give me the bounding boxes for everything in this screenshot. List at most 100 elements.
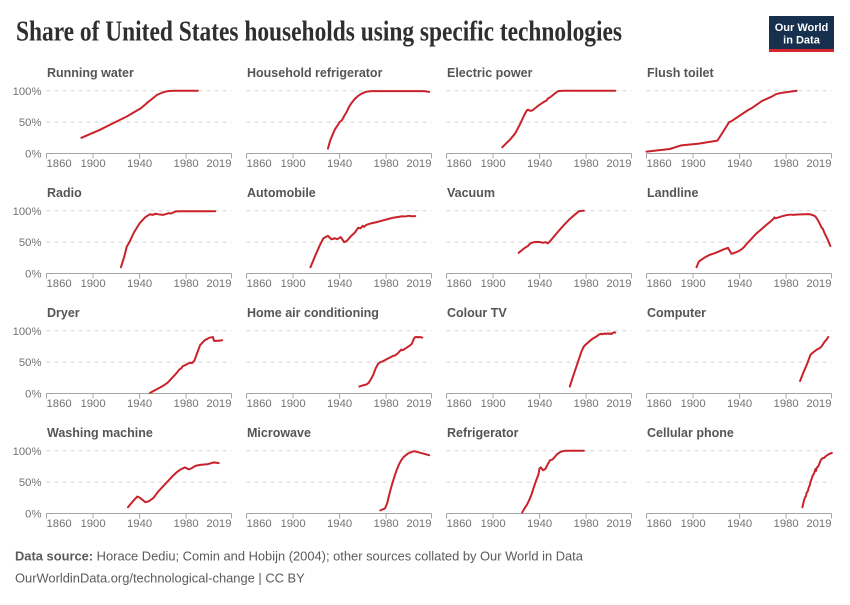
- svg-text:1900: 1900: [80, 518, 105, 530]
- svg-text:100%: 100%: [13, 86, 42, 98]
- svg-text:1900: 1900: [280, 398, 305, 410]
- svg-text:OurWorldinData.org/technologic: OurWorldinData.org/technological-change …: [15, 571, 305, 586]
- svg-text:1900: 1900: [480, 398, 505, 410]
- svg-text:1940: 1940: [127, 398, 152, 410]
- svg-text:1940: 1940: [727, 278, 752, 290]
- svg-text:1900: 1900: [80, 398, 105, 410]
- svg-text:0%: 0%: [25, 389, 41, 401]
- svg-text:1980: 1980: [174, 518, 199, 530]
- svg-text:1980: 1980: [374, 518, 399, 530]
- svg-text:1860: 1860: [47, 158, 72, 170]
- svg-text:1980: 1980: [374, 278, 399, 290]
- svg-text:Colour TV: Colour TV: [447, 306, 507, 320]
- svg-text:1860: 1860: [447, 398, 472, 410]
- svg-text:Radio: Radio: [47, 186, 82, 200]
- svg-text:in Data: in Data: [783, 35, 821, 47]
- svg-text:1980: 1980: [374, 158, 399, 170]
- svg-text:2019: 2019: [406, 398, 431, 410]
- svg-text:0%: 0%: [25, 149, 41, 161]
- svg-text:2019: 2019: [206, 278, 231, 290]
- svg-text:Microwave: Microwave: [247, 426, 311, 440]
- svg-text:2019: 2019: [806, 398, 831, 410]
- svg-text:Electric power: Electric power: [447, 66, 533, 80]
- svg-text:1980: 1980: [774, 158, 799, 170]
- svg-text:Dryer: Dryer: [47, 306, 80, 320]
- svg-text:1860: 1860: [647, 158, 672, 170]
- svg-text:0%: 0%: [25, 269, 41, 281]
- svg-text:1900: 1900: [280, 158, 305, 170]
- svg-text:50%: 50%: [19, 477, 42, 489]
- svg-text:1940: 1940: [327, 518, 352, 530]
- svg-text:1980: 1980: [174, 278, 199, 290]
- svg-text:1940: 1940: [727, 518, 752, 530]
- svg-text:Our World: Our World: [775, 22, 829, 34]
- svg-text:1900: 1900: [280, 278, 305, 290]
- svg-text:1940: 1940: [527, 278, 552, 290]
- svg-text:100%: 100%: [13, 206, 42, 218]
- svg-text:2019: 2019: [406, 158, 431, 170]
- svg-text:1980: 1980: [774, 518, 799, 530]
- svg-text:1860: 1860: [447, 278, 472, 290]
- svg-text:Computer: Computer: [647, 306, 706, 320]
- svg-text:1860: 1860: [447, 518, 472, 530]
- svg-text:1980: 1980: [174, 398, 199, 410]
- svg-text:50%: 50%: [19, 357, 42, 369]
- svg-text:1980: 1980: [374, 398, 399, 410]
- svg-text:100%: 100%: [13, 326, 42, 338]
- svg-text:1900: 1900: [480, 518, 505, 530]
- svg-text:1860: 1860: [647, 398, 672, 410]
- svg-text:Landline: Landline: [647, 186, 698, 200]
- svg-text:1940: 1940: [527, 398, 552, 410]
- svg-text:1900: 1900: [480, 278, 505, 290]
- svg-text:1860: 1860: [647, 518, 672, 530]
- svg-text:1940: 1940: [527, 518, 552, 530]
- svg-text:Data source: Horace Dediu; Com: Data source: Horace Dediu; Comin and Hob…: [15, 549, 584, 564]
- svg-text:1940: 1940: [727, 398, 752, 410]
- svg-text:1900: 1900: [280, 518, 305, 530]
- svg-text:50%: 50%: [19, 117, 42, 129]
- svg-text:1980: 1980: [174, 158, 199, 170]
- svg-text:1940: 1940: [327, 398, 352, 410]
- svg-text:Home air conditioning: Home air conditioning: [247, 306, 379, 320]
- svg-text:Share of United States househo: Share of United States households using …: [16, 15, 622, 47]
- svg-text:1860: 1860: [47, 278, 72, 290]
- svg-text:Refrigerator: Refrigerator: [447, 426, 519, 440]
- svg-text:50%: 50%: [19, 237, 42, 249]
- svg-text:2019: 2019: [806, 278, 831, 290]
- svg-text:Running water: Running water: [47, 66, 134, 80]
- svg-text:1980: 1980: [574, 278, 599, 290]
- svg-text:1940: 1940: [127, 158, 152, 170]
- svg-text:2019: 2019: [606, 278, 631, 290]
- svg-text:1900: 1900: [480, 158, 505, 170]
- svg-text:2019: 2019: [806, 518, 831, 530]
- svg-text:1980: 1980: [574, 398, 599, 410]
- svg-text:1980: 1980: [774, 278, 799, 290]
- svg-text:1900: 1900: [680, 398, 705, 410]
- svg-text:1980: 1980: [574, 518, 599, 530]
- svg-text:1860: 1860: [47, 398, 72, 410]
- svg-text:1860: 1860: [247, 398, 272, 410]
- svg-text:1940: 1940: [127, 518, 152, 530]
- svg-text:1940: 1940: [727, 158, 752, 170]
- svg-text:1980: 1980: [774, 398, 799, 410]
- svg-text:2019: 2019: [406, 278, 431, 290]
- svg-text:1900: 1900: [80, 158, 105, 170]
- svg-text:Flush toilet: Flush toilet: [647, 66, 715, 80]
- svg-text:Washing machine: Washing machine: [47, 426, 153, 440]
- svg-text:1900: 1900: [680, 278, 705, 290]
- svg-text:1980: 1980: [574, 158, 599, 170]
- svg-text:2019: 2019: [606, 158, 631, 170]
- svg-text:0%: 0%: [25, 509, 41, 521]
- svg-text:100%: 100%: [13, 446, 42, 458]
- svg-text:2019: 2019: [206, 398, 231, 410]
- svg-text:2019: 2019: [806, 158, 831, 170]
- svg-text:Household refrigerator: Household refrigerator: [247, 66, 383, 80]
- svg-text:1940: 1940: [327, 158, 352, 170]
- svg-text:1900: 1900: [80, 278, 105, 290]
- svg-text:1900: 1900: [680, 518, 705, 530]
- svg-text:2019: 2019: [206, 158, 231, 170]
- svg-text:2019: 2019: [406, 518, 431, 530]
- svg-text:2019: 2019: [206, 518, 231, 530]
- svg-text:1940: 1940: [327, 278, 352, 290]
- svg-text:Cellular phone: Cellular phone: [647, 426, 734, 440]
